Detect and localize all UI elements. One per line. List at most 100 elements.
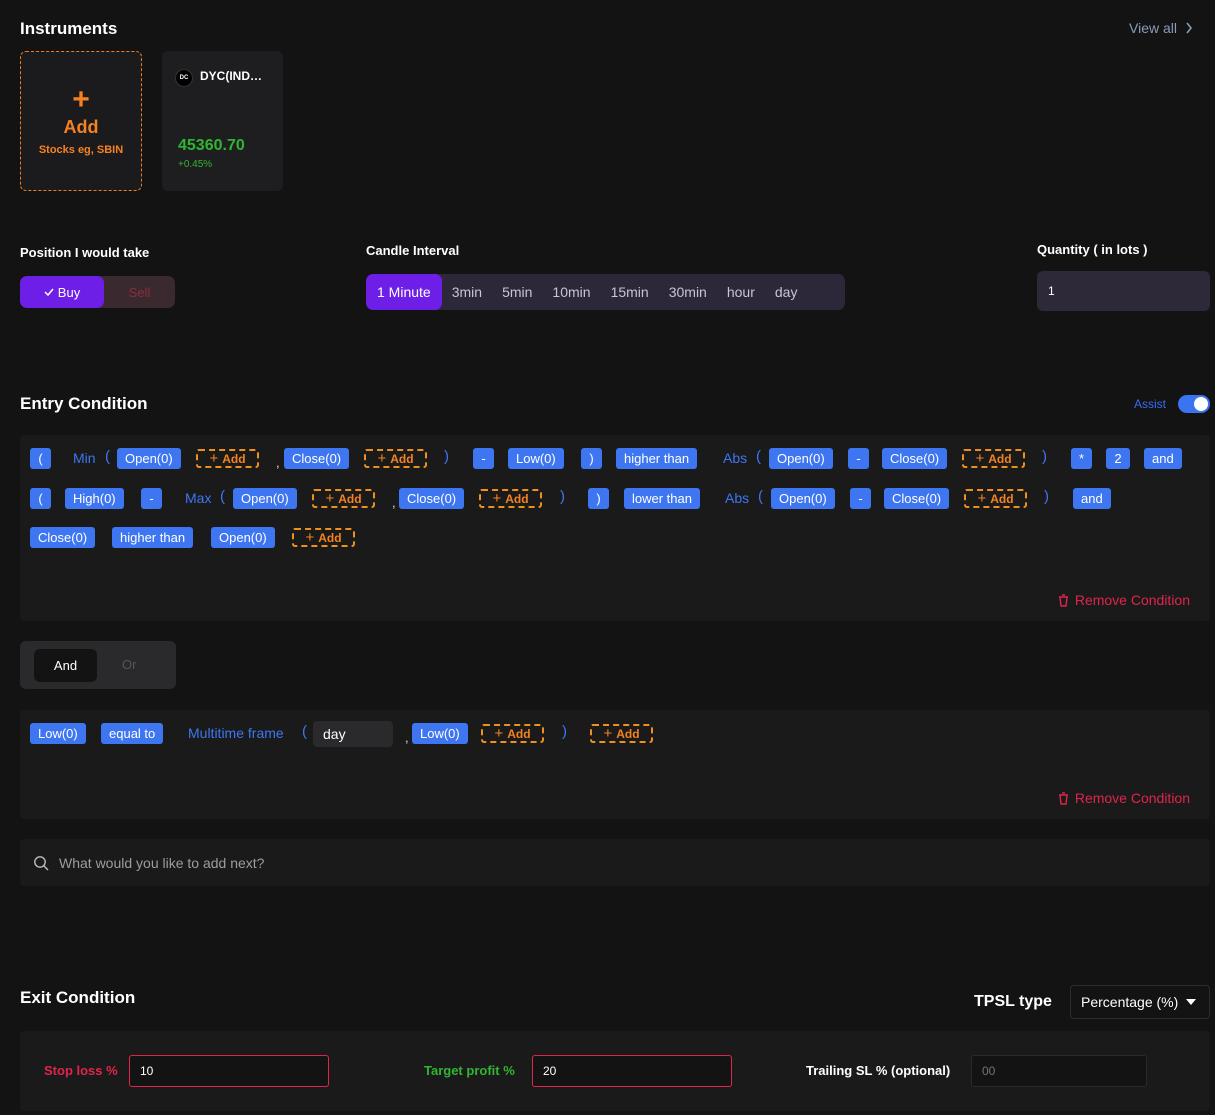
position-toggle: Buy Sell: [20, 276, 175, 308]
candle-option-15min[interactable]: 15min: [610, 284, 649, 300]
paren-chip[interactable]: (: [30, 448, 51, 469]
remove-condition-button[interactable]: Remove Condition: [1058, 592, 1190, 608]
lower-than-chip[interactable]: lower than: [624, 488, 700, 509]
number-chip[interactable]: 2: [1106, 448, 1130, 469]
condition-block-1: ( Min ( Open(0) + Add , Close(0) + Add ) -…: [20, 435, 1210, 621]
minus-chip[interactable]: -: [141, 488, 162, 509]
quantity-input[interactable]: [1037, 271, 1210, 311]
open0-chip[interactable]: Open(0): [211, 527, 275, 548]
check-icon: [44, 288, 54, 296]
open0-chip[interactable]: Open(0): [117, 448, 181, 469]
plus-icon: +: [377, 449, 387, 467]
exit-condition-title: Exit Condition: [20, 988, 136, 1007]
candle-option-10min[interactable]: 10min: [552, 284, 591, 300]
close-paren: ): [444, 448, 449, 465]
abs-function[interactable]: Abs: [725, 490, 750, 506]
assist-toggle-group: Assist: [1134, 395, 1210, 413]
add-chip[interactable]: + Add: [964, 489, 1027, 508]
add-chip-label: Add: [390, 451, 414, 466]
close0-chip[interactable]: Close(0): [30, 527, 96, 548]
target-profit-label: Target profit %: [424, 1063, 515, 1078]
and-chip[interactable]: and: [1144, 448, 1182, 469]
toggle-knob: [1194, 397, 1208, 411]
assist-label: Assist: [1133, 397, 1166, 411]
instrument-name: DYC(IND…: [200, 69, 262, 83]
add-chip[interactable]: + Add: [590, 724, 653, 743]
sell-button[interactable]: Sell: [104, 276, 175, 308]
buy-button[interactable]: Buy: [20, 276, 104, 308]
candle-option-1min[interactable]: 1 Minute: [366, 274, 442, 310]
and-chip[interactable]: and: [1073, 488, 1111, 509]
plus-icon: +: [209, 449, 219, 467]
plus-icon: +: [977, 489, 987, 507]
instrument-change: +0.45%: [178, 159, 213, 170]
candle-option-hour[interactable]: hour: [726, 284, 755, 300]
caret-down-icon: [1186, 999, 1197, 1005]
candle-option-3min[interactable]: 3min: [451, 284, 483, 300]
stop-loss-input[interactable]: [129, 1055, 329, 1087]
low0-chip[interactable]: Low(0): [30, 723, 86, 744]
stop-loss-label: Stop loss %: [44, 1063, 118, 1078]
exit-settings-panel: Stop loss % Target profit % Trailing SL …: [20, 1031, 1210, 1111]
add-chip-label: Add: [990, 491, 1014, 506]
minus-chip[interactable]: -: [848, 448, 869, 469]
add-chip[interactable]: + Add: [312, 489, 375, 508]
close-paren: ): [1042, 448, 1047, 465]
add-chip[interactable]: + Add: [196, 449, 259, 468]
or-button[interactable]: Or: [122, 657, 137, 672]
abs-function[interactable]: Abs: [723, 450, 748, 466]
candle-option-day[interactable]: day: [774, 284, 798, 300]
add-instrument-card[interactable]: + Add Stocks eg, SBIN: [20, 51, 142, 191]
paren-chip[interactable]: ): [581, 448, 602, 469]
low0-chip[interactable]: Low(0): [508, 448, 564, 469]
minus-chip[interactable]: -: [473, 448, 494, 469]
candle-option-30min[interactable]: 30min: [668, 284, 707, 300]
trailing-sl-input[interactable]: [971, 1055, 1147, 1087]
open0-chip[interactable]: Open(0): [771, 488, 835, 509]
equal-to-chip[interactable]: equal to: [101, 723, 164, 744]
remove-condition-button[interactable]: Remove Condition: [1058, 790, 1190, 806]
paren-chip[interactable]: ): [588, 488, 609, 509]
add-chip[interactable]: + Add: [962, 449, 1025, 468]
target-profit-input[interactable]: [532, 1055, 732, 1087]
max-function[interactable]: Max: [185, 490, 212, 506]
close-paren: ): [562, 723, 567, 740]
view-all-label: View all: [1129, 20, 1177, 36]
instruments-title: Instruments: [20, 19, 118, 38]
tpsl-type-select[interactable]: Percentage (%): [1070, 985, 1210, 1019]
paren-chip[interactable]: (: [30, 488, 51, 509]
close0-chip[interactable]: Close(0): [399, 488, 465, 509]
trash-icon: [1058, 593, 1068, 607]
multitime-frame-function[interactable]: Multitime frame: [188, 725, 284, 741]
timeframe-select[interactable]: day: [313, 721, 393, 747]
trailing-sl-label: Trailing SL % (optional): [806, 1063, 951, 1078]
open0-chip[interactable]: Open(0): [769, 448, 833, 469]
low0-chip[interactable]: Low(0): [412, 723, 468, 744]
min-function[interactable]: Min: [73, 450, 96, 466]
higher-than-chip[interactable]: higher than: [112, 527, 194, 548]
assist-toggle[interactable]: [1178, 395, 1210, 413]
candle-option-5min[interactable]: 5min: [502, 284, 533, 300]
sell-label: Sell: [128, 284, 151, 300]
and-button[interactable]: And: [34, 649, 97, 682]
entry-condition-title: Entry Condition: [20, 394, 148, 413]
instrument-card[interactable]: DC DYC(IND… 45360.70 +0.45%: [162, 51, 283, 191]
open0-chip[interactable]: Open(0): [233, 488, 297, 509]
plus-icon: +: [305, 528, 315, 546]
close0-chip[interactable]: Close(0): [882, 448, 948, 469]
add-chip-label: Add: [338, 491, 362, 506]
add-chip[interactable]: + Add: [364, 449, 427, 468]
high0-chip[interactable]: High(0): [65, 488, 124, 509]
minus-chip[interactable]: -: [850, 488, 871, 509]
add-chip[interactable]: + Add: [479, 489, 542, 508]
add-chip-label: Add: [507, 726, 531, 741]
higher-than-chip[interactable]: higher than: [616, 448, 698, 469]
add-chip[interactable]: + Add: [292, 528, 355, 547]
search-input[interactable]: [59, 854, 659, 871]
view-all-link[interactable]: View all: [1129, 20, 1193, 36]
close0-chip[interactable]: Close(0): [884, 488, 950, 509]
close0-chip[interactable]: Close(0): [284, 448, 350, 469]
add-chip[interactable]: + Add: [481, 724, 544, 743]
tpsl-type-value: Percentage (%): [1081, 994, 1179, 1010]
multiply-chip[interactable]: *: [1071, 448, 1092, 469]
